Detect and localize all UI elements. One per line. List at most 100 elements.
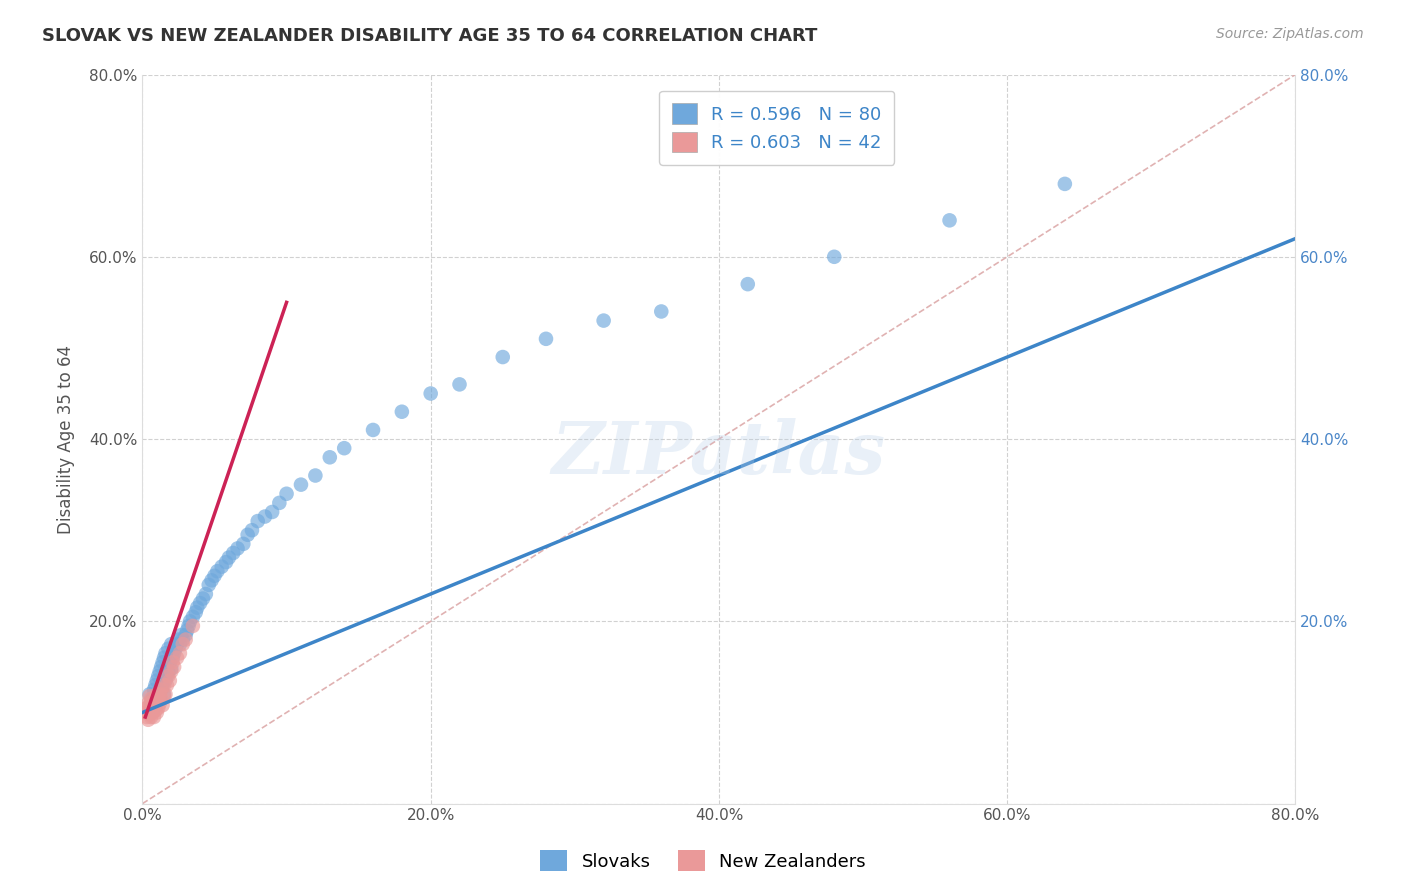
Point — [148, 669, 170, 683]
Legend: Slovaks, New Zealanders: Slovaks, New Zealanders — [533, 843, 873, 879]
Point — [156, 669, 179, 683]
Point — [166, 637, 188, 651]
Point — [197, 578, 219, 592]
Point — [163, 646, 186, 660]
Point — [304, 468, 326, 483]
Point — [134, 706, 156, 720]
Point — [176, 624, 198, 638]
Point — [592, 313, 614, 327]
Point — [204, 568, 226, 582]
Point — [449, 377, 471, 392]
Point — [146, 689, 169, 703]
Point — [218, 550, 240, 565]
Point — [146, 706, 169, 720]
Text: ZIPatlas: ZIPatlas — [553, 418, 886, 489]
Point — [186, 600, 208, 615]
Point — [179, 615, 201, 629]
Point — [153, 678, 176, 692]
Point — [152, 678, 174, 692]
Point — [191, 591, 214, 606]
Point — [150, 682, 173, 697]
Y-axis label: Disability Age 35 to 64: Disability Age 35 to 64 — [58, 344, 75, 533]
Point — [1053, 177, 1076, 191]
Point — [226, 541, 249, 556]
Point — [269, 496, 291, 510]
Point — [160, 665, 183, 679]
Point — [165, 641, 187, 656]
Point — [207, 564, 229, 578]
Point — [141, 691, 163, 706]
Point — [155, 673, 177, 688]
Point — [737, 277, 759, 292]
Point — [823, 250, 845, 264]
Point — [157, 641, 180, 656]
Point — [211, 559, 233, 574]
Point — [139, 697, 162, 711]
Point — [150, 691, 173, 706]
Point — [145, 698, 167, 713]
Point — [492, 350, 515, 364]
Point — [152, 656, 174, 670]
Point — [136, 713, 159, 727]
Point — [139, 691, 162, 706]
Point — [157, 669, 180, 683]
Point — [157, 665, 180, 679]
Point — [177, 619, 200, 633]
Point — [155, 687, 177, 701]
Point — [201, 574, 224, 588]
Text: Source: ZipAtlas.com: Source: ZipAtlas.com — [1216, 27, 1364, 41]
Point — [135, 710, 157, 724]
Point — [172, 637, 194, 651]
Point — [333, 441, 356, 455]
Point — [145, 678, 167, 692]
Point — [153, 689, 176, 703]
Point — [138, 706, 160, 720]
Point — [149, 687, 172, 701]
Point — [138, 687, 160, 701]
Point — [156, 678, 179, 692]
Point — [155, 646, 177, 660]
Point — [149, 691, 172, 706]
Point — [135, 701, 157, 715]
Point — [150, 660, 173, 674]
Point — [319, 450, 342, 465]
Point — [145, 691, 167, 706]
Point — [162, 656, 184, 670]
Point — [149, 665, 172, 679]
Point — [146, 673, 169, 688]
Point — [181, 619, 204, 633]
Point — [236, 528, 259, 542]
Point — [262, 505, 284, 519]
Point — [276, 487, 298, 501]
Point — [162, 650, 184, 665]
Point — [181, 609, 204, 624]
Point — [153, 687, 176, 701]
Point — [232, 537, 254, 551]
Point — [163, 660, 186, 674]
Point — [170, 628, 193, 642]
Point — [419, 386, 441, 401]
Point — [938, 213, 960, 227]
Point — [174, 632, 197, 647]
Point — [149, 697, 172, 711]
Point — [222, 546, 245, 560]
Point — [152, 698, 174, 713]
Point — [172, 632, 194, 647]
Point — [246, 514, 269, 528]
Point — [143, 710, 166, 724]
Point — [141, 706, 163, 720]
Point — [188, 596, 211, 610]
Point — [148, 701, 170, 715]
Point — [143, 698, 166, 713]
Point — [148, 691, 170, 706]
Point — [169, 646, 191, 660]
Point — [146, 694, 169, 708]
Point — [145, 704, 167, 718]
Point — [146, 687, 169, 701]
Point — [141, 694, 163, 708]
Point — [184, 605, 207, 619]
Point — [143, 701, 166, 715]
Point — [361, 423, 384, 437]
Point — [148, 685, 170, 699]
Point — [150, 682, 173, 697]
